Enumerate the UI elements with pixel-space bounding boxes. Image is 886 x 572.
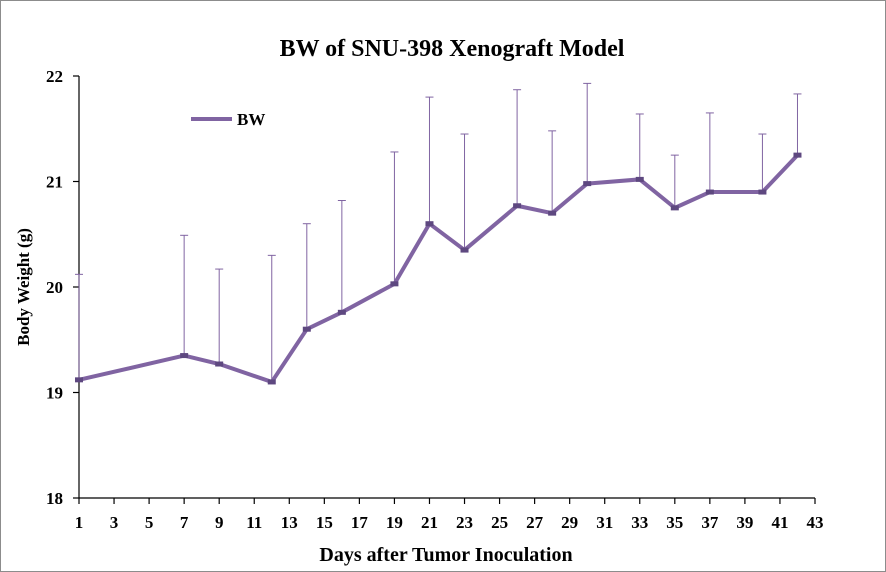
data-point xyxy=(302,326,311,332)
x-tick-label: 39 xyxy=(736,513,753,532)
y-tick-label: 21 xyxy=(46,173,63,192)
data-point xyxy=(390,281,399,287)
x-tick-label: 35 xyxy=(666,513,683,532)
x-tick-label: 21 xyxy=(421,513,438,532)
x-tick-label: 3 xyxy=(110,513,119,532)
y-tick-label: 18 xyxy=(46,489,63,508)
x-tick-label: 31 xyxy=(596,513,613,532)
x-tick-label: 11 xyxy=(246,513,262,532)
x-tick-label: 13 xyxy=(281,513,298,532)
x-tick-label: 7 xyxy=(180,513,189,532)
data-point xyxy=(513,203,522,209)
data-point xyxy=(425,221,434,227)
series-line-bw xyxy=(78,153,799,384)
x-tick-label: 27 xyxy=(526,513,544,532)
chart-title: BW of SNU-398 Xenograft Model xyxy=(280,36,625,62)
x-tick-label: 23 xyxy=(456,513,473,532)
x-tick-label: 15 xyxy=(316,513,333,532)
x-tick-label: 25 xyxy=(491,513,508,532)
x-tick-label: 41 xyxy=(771,513,788,532)
legend: BW xyxy=(191,110,265,129)
legend-label-bw: BW xyxy=(237,110,265,129)
y-tick-label: 19 xyxy=(46,384,63,403)
data-point xyxy=(215,361,224,367)
series-group xyxy=(75,152,802,385)
x-axis-label: Days after Tumor Inoculation xyxy=(319,544,572,566)
data-point xyxy=(548,210,557,216)
data-point xyxy=(705,189,714,195)
y-axis-label: Body Weight (g) xyxy=(14,228,33,346)
x-tick-label: 37 xyxy=(701,513,719,532)
data-point xyxy=(460,247,469,253)
data-point xyxy=(75,377,83,383)
data-point xyxy=(670,205,679,211)
x-tick-label: 17 xyxy=(351,513,369,532)
data-point xyxy=(337,309,346,315)
data-point xyxy=(793,152,802,158)
x-tick-label: 43 xyxy=(807,513,824,532)
x-tick-label: 5 xyxy=(145,513,154,532)
y-tick-label: 20 xyxy=(46,278,63,297)
x-tick-label: 29 xyxy=(561,513,578,532)
data-point xyxy=(267,379,276,385)
data-point xyxy=(583,181,592,187)
x-tick-label: 1 xyxy=(75,513,84,532)
data-point xyxy=(180,353,189,359)
data-point xyxy=(635,176,644,182)
error-bars xyxy=(75,82,802,382)
data-point xyxy=(758,189,767,195)
y-tick-label: 22 xyxy=(46,67,63,86)
x-tick-label: 33 xyxy=(631,513,648,532)
x-tick-label: 19 xyxy=(386,513,403,532)
x-tick-label: 9 xyxy=(215,513,224,532)
